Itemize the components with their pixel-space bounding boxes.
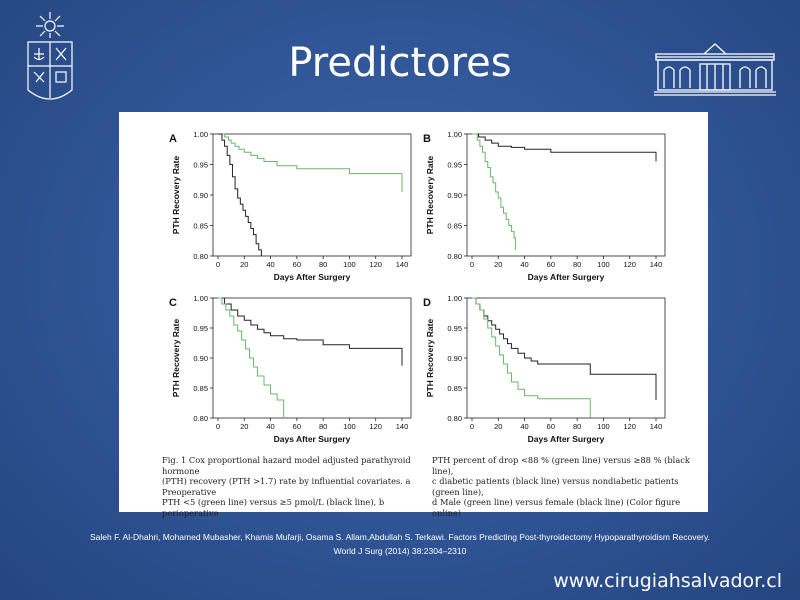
y-tick-label: 0.95 xyxy=(447,161,462,170)
x-axis-label: Days After Surgery xyxy=(274,434,351,444)
panel-b: B 0.80 0.85 0.90 0.95 1.00 0 20 40 60 80 100 120 140 D… xyxy=(423,130,666,282)
citation-journal: World J Surg (2014) 38:2304–2310 xyxy=(333,546,467,556)
y-axis-label: PTH Recovery Rate xyxy=(171,156,181,235)
x-tick-label: 0 xyxy=(216,422,220,431)
caption-right-column: PTH percent of drop <88 % (green line) v… xyxy=(432,455,694,518)
x-tick-label: 140 xyxy=(396,260,409,269)
x-tick-label: 80 xyxy=(319,422,327,431)
caption-line: (PTH) recovery (PTH >1.7) rate by influe… xyxy=(162,476,411,497)
y-tick-label: 0.90 xyxy=(193,354,208,363)
panel-c: C 0.80 0.85 0.90 0.95 1.00 0 20 40 60 80 100 120 140 D… xyxy=(169,294,412,444)
caption-line: PTH percent of drop <88 % (green line) v… xyxy=(432,455,690,476)
x-tick-label: 80 xyxy=(573,260,581,269)
y-axis-label: PTH Recovery Rate xyxy=(171,319,181,398)
slide-title: Predictores xyxy=(288,40,512,86)
x-tick-label: 120 xyxy=(623,422,636,431)
y-tick-label: 0.85 xyxy=(447,222,462,231)
y-tick-label: 1.00 xyxy=(193,294,208,303)
panel-label: C xyxy=(169,297,177,309)
y-tick-label: 0.80 xyxy=(447,252,462,261)
caption-line: PTH <5 (green line) versus ≥5 pmol/L (bl… xyxy=(162,497,385,518)
y-tick-label: 1.00 xyxy=(447,130,462,139)
y-tick-label: 0.80 xyxy=(193,414,208,423)
panel-label: B xyxy=(423,133,431,145)
x-tick-label: 0 xyxy=(470,422,474,431)
series-line-green xyxy=(472,133,516,250)
x-axis-label: Days After Surgery xyxy=(528,272,605,282)
y-tick-label: 0.85 xyxy=(447,384,462,393)
y-tick-label: 0.85 xyxy=(193,384,208,393)
x-tick-label: 20 xyxy=(240,260,248,269)
x-tick-label: 40 xyxy=(266,260,274,269)
x-axis-label: Days After Surgery xyxy=(274,272,351,282)
y-tick-label: 0.80 xyxy=(447,414,462,423)
plot-frame xyxy=(466,297,666,419)
x-tick-label: 140 xyxy=(650,260,663,269)
caption-left-column: Fig. 1 Cox proportional hazard model adj… xyxy=(162,455,424,518)
y-tick-label: 1.00 xyxy=(193,130,208,139)
y-tick-label: 0.85 xyxy=(193,222,208,231)
y-tick-label: 0.90 xyxy=(447,354,462,363)
y-tick-label: 0.90 xyxy=(447,191,462,200)
citation: Saleh F. Al-Dhahri, Mohamed Mubasher, Kh… xyxy=(40,530,760,558)
x-tick-label: 20 xyxy=(494,422,502,431)
caption-line: c diabetic patients (black line) versus … xyxy=(432,476,679,497)
panel-d: D 0.80 0.85 0.90 0.95 1.00 0 20 40 60 80 100 120 140 D… xyxy=(423,294,666,444)
x-tick-label: 20 xyxy=(494,260,502,269)
caption-line: d Male (green line) versus female (black… xyxy=(432,497,681,518)
x-tick-label: 100 xyxy=(597,422,610,431)
plot-frame xyxy=(212,133,412,257)
hospital-building-logo xyxy=(654,43,776,96)
citation-authors: Saleh F. Al-Dhahri, Mohamed Mubasher, Kh… xyxy=(90,532,710,542)
figure-caption: Fig. 1 Cox proportional hazard model adj… xyxy=(162,455,690,518)
x-tick-label: 60 xyxy=(293,260,301,269)
x-tick-label: 20 xyxy=(240,422,248,431)
x-tick-label: 60 xyxy=(547,260,555,269)
series-line-black xyxy=(472,133,657,162)
x-tick-label: 120 xyxy=(369,422,382,431)
y-tick-label: 0.80 xyxy=(193,252,208,261)
x-tick-label: 80 xyxy=(573,422,581,431)
caption-line: Fig. 1 Cox proportional hazard model adj… xyxy=(162,455,411,476)
x-tick-label: 120 xyxy=(623,260,636,269)
series-line-black xyxy=(218,297,403,366)
series-line-green xyxy=(218,133,403,192)
x-tick-label: 100 xyxy=(343,422,356,431)
x-tick-label: 40 xyxy=(520,260,528,269)
y-tick-label: 0.95 xyxy=(193,324,208,333)
panel-label: A xyxy=(169,133,177,145)
x-tick-label: 80 xyxy=(319,260,327,269)
x-tick-label: 120 xyxy=(369,260,382,269)
y-tick-label: 0.95 xyxy=(193,161,208,170)
x-tick-label: 100 xyxy=(597,260,610,269)
x-tick-label: 60 xyxy=(547,422,555,431)
series-line-green xyxy=(472,297,591,418)
x-tick-label: 40 xyxy=(266,422,274,431)
panel-a: A 0.80 0.85 0.90 0.95 1.00 0 20 40 60 80 100 120 140 D… xyxy=(169,130,412,282)
panel-label: D xyxy=(423,297,431,309)
x-axis-label: Days After Surgery xyxy=(528,434,605,444)
y-axis-label: PTH Recovery Rate xyxy=(425,319,435,398)
x-tick-label: 60 xyxy=(293,422,301,431)
x-tick-label: 100 xyxy=(343,260,356,269)
series-line-green xyxy=(218,297,285,418)
x-tick-label: 40 xyxy=(520,422,528,431)
x-tick-label: 0 xyxy=(470,260,474,269)
x-tick-label: 140 xyxy=(650,422,663,431)
x-tick-label: 140 xyxy=(396,422,409,431)
y-axis-label: PTH Recovery Rate xyxy=(425,156,435,235)
km-charts: A0.800.850.900.951.000 20 40 60 80 100 120 140D… xyxy=(169,130,666,444)
figure-panel: A 0.80 0.85 0.90 0.95 1.00 0 20 40 60 80 100 120 140 D… xyxy=(119,112,708,518)
series-line-black xyxy=(218,133,262,256)
website-url: www.cirugiahsalvador.cl xyxy=(553,570,782,592)
x-tick-label: 0 xyxy=(216,260,220,269)
university-crest-logo xyxy=(27,12,73,100)
y-tick-label: 0.95 xyxy=(447,324,462,333)
y-tick-label: 1.00 xyxy=(447,294,462,303)
y-tick-label: 0.90 xyxy=(193,191,208,200)
